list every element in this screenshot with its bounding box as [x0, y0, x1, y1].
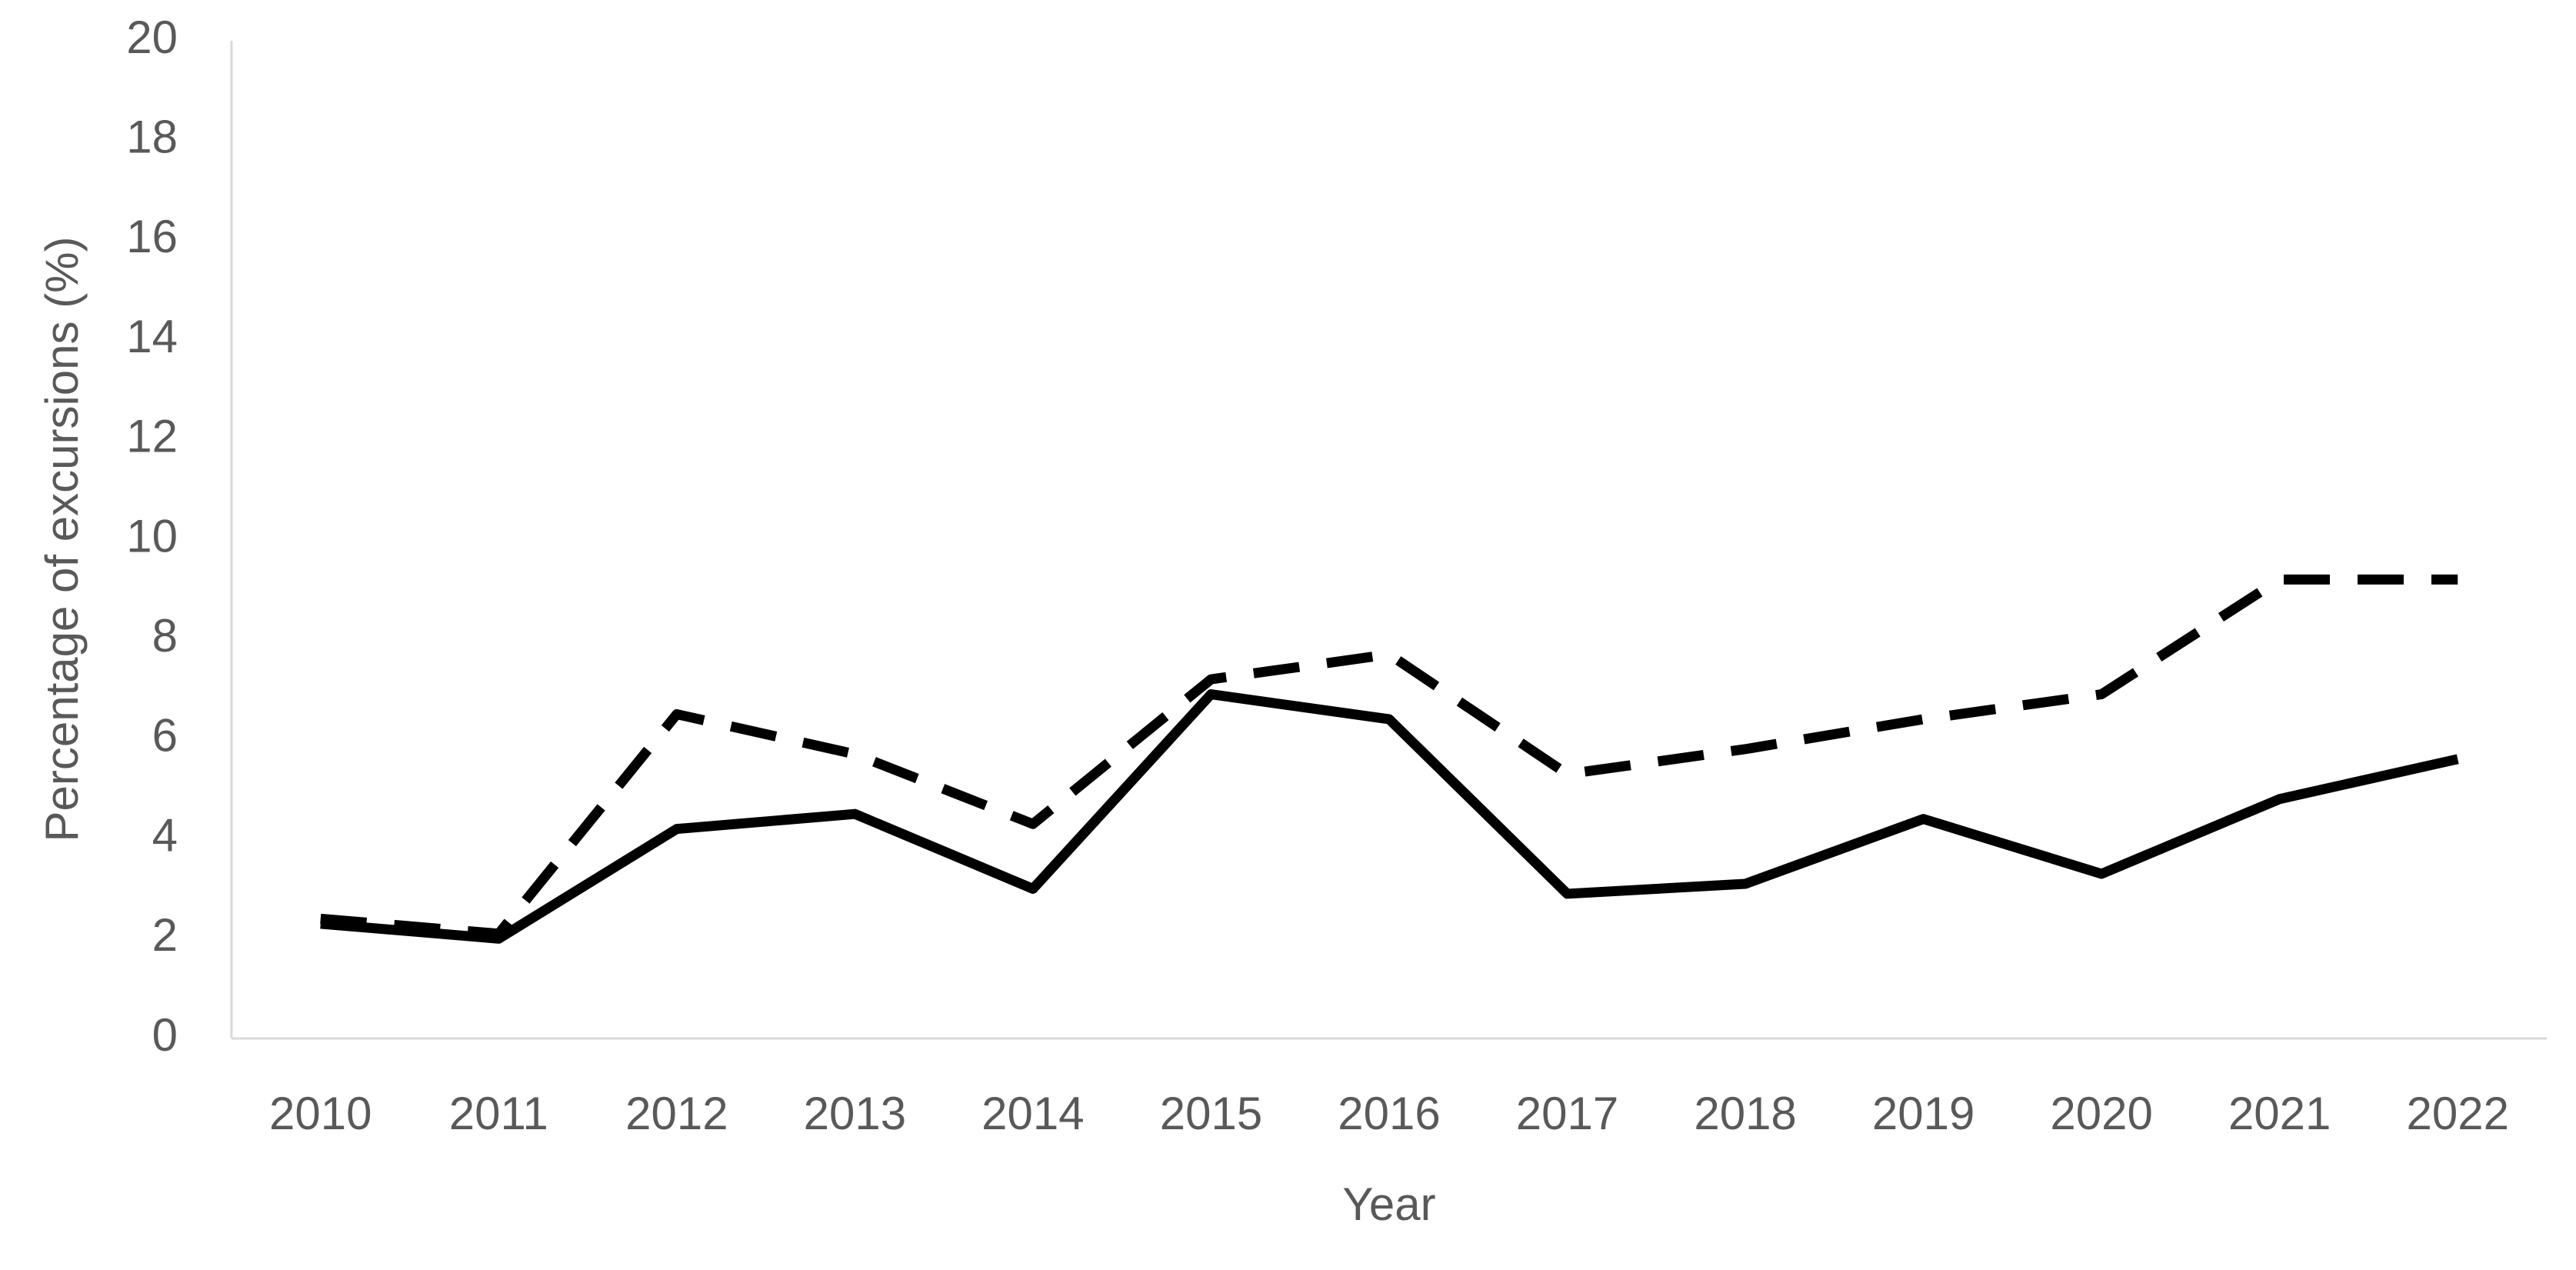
y-tick-label: 0: [152, 1009, 178, 1061]
y-tick-label: 4: [152, 809, 178, 861]
x-tick-label: 2011: [449, 1088, 548, 1139]
x-tick-label: 2012: [625, 1088, 728, 1139]
x-tick-label: 2013: [804, 1088, 906, 1139]
x-axis-title: Year: [1342, 1178, 1435, 1230]
y-tick-label: 6: [152, 710, 178, 762]
x-tick-label: 2015: [1160, 1088, 1262, 1139]
x-tick-label: 2019: [1872, 1088, 1974, 1139]
y-tick-label: 10: [126, 510, 178, 562]
y-tick-label: 8: [152, 610, 178, 662]
x-tick-label: 2014: [981, 1088, 1084, 1139]
x-tick-label: 2018: [1694, 1088, 1796, 1139]
x-tick-label: 2016: [1338, 1088, 1440, 1139]
y-tick-label: 12: [126, 411, 178, 462]
y-tick-label: 14: [126, 311, 178, 362]
line-series: [320, 574, 2458, 939]
x-tick-label: 2022: [2406, 1088, 2508, 1139]
line-series: [320, 689, 2459, 944]
x-tick-label: 2021: [2228, 1088, 2331, 1139]
x-tick-label: 2017: [1516, 1088, 1618, 1139]
y-axis-title: Percentage of excursions (%): [36, 236, 88, 842]
y-tick-label: 16: [126, 211, 178, 262]
x-tick-label: 2010: [269, 1088, 372, 1139]
x-tick-label: 2020: [2050, 1088, 2152, 1139]
y-tick-label: 2: [152, 909, 178, 961]
y-tick-label: 18: [126, 112, 178, 163]
y-tick-label: 20: [126, 12, 178, 63]
